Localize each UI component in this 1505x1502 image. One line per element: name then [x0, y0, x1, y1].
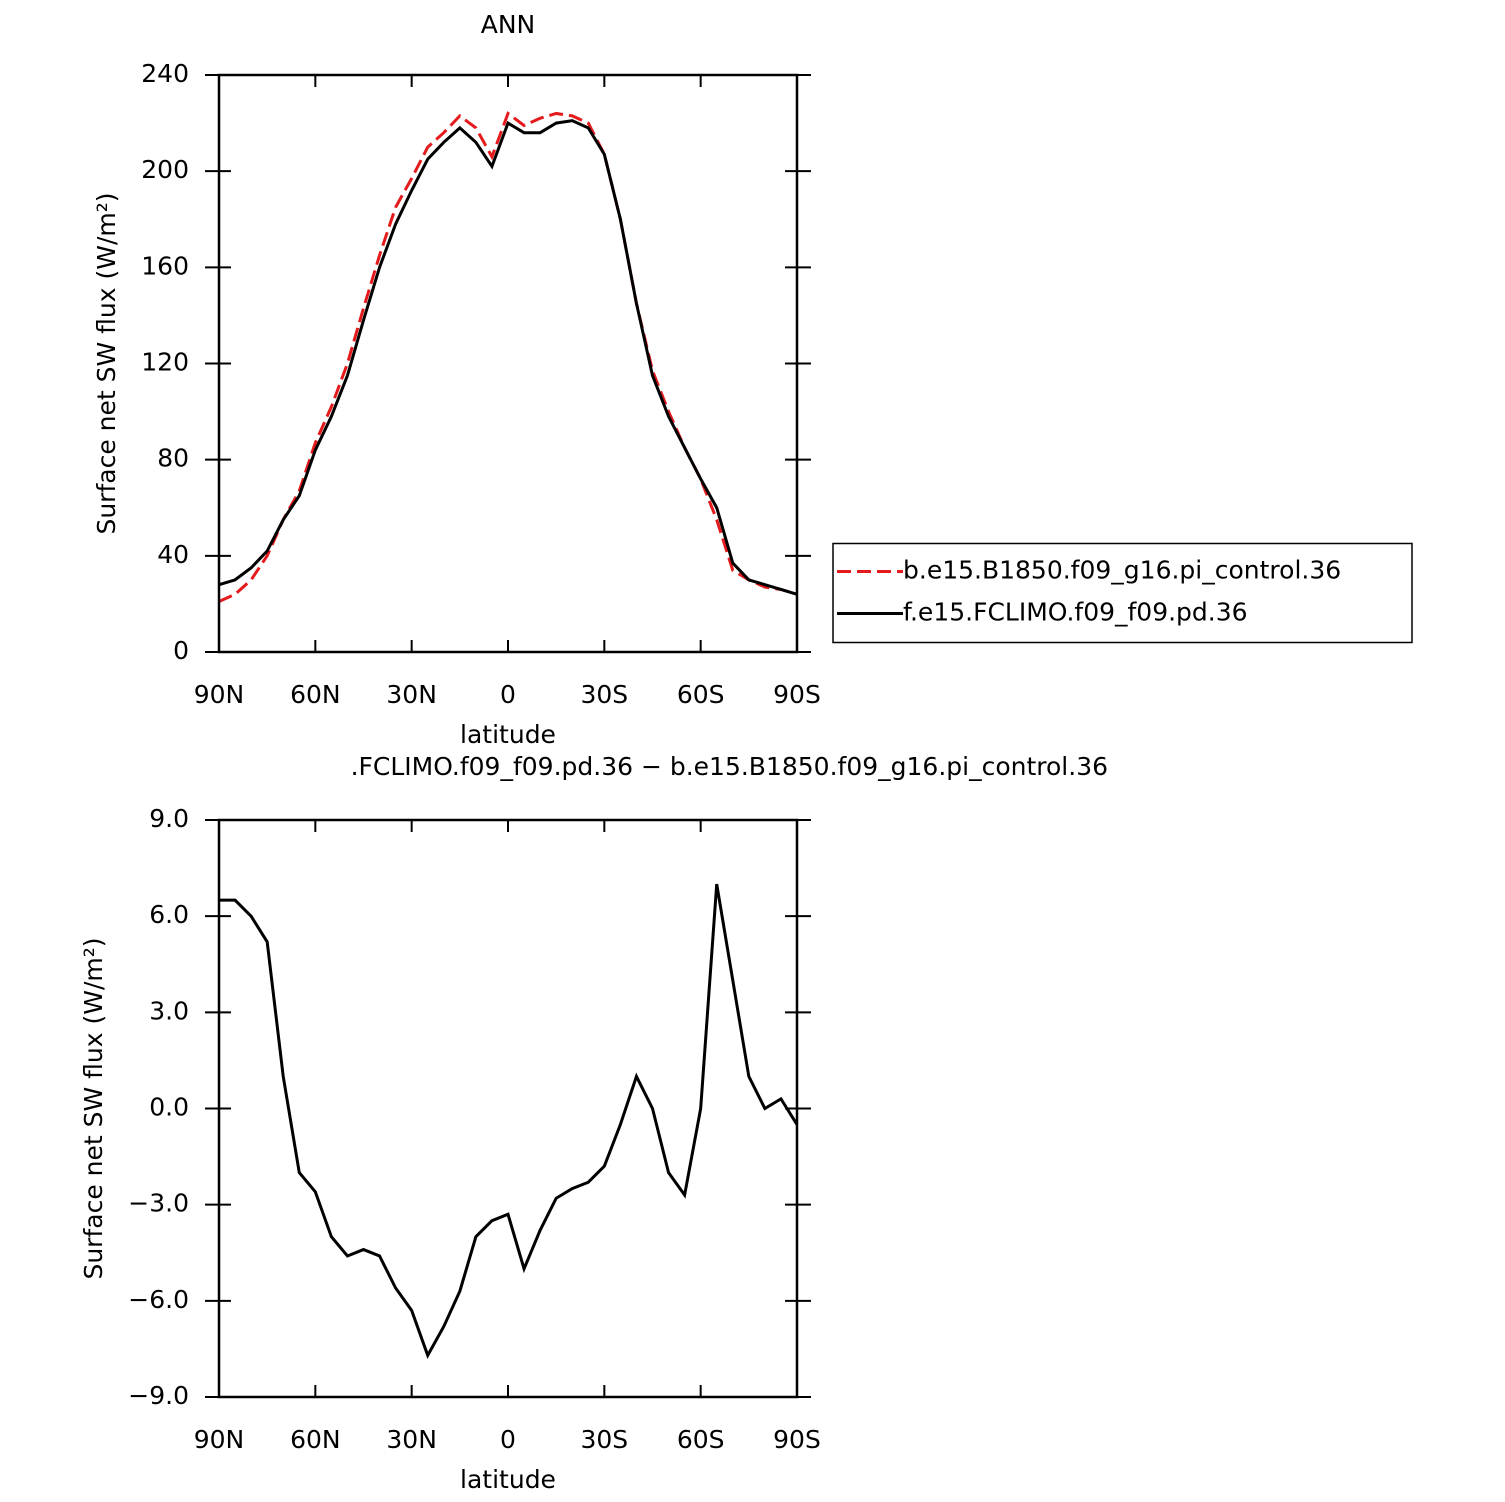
legend-label: b.e15.B1850.f09_g16.pi_control.36 — [903, 556, 1341, 585]
x-tick-label: 0 — [500, 1425, 516, 1454]
y-tick-label: 80 — [157, 444, 189, 473]
y-tick-label: 0.0 — [149, 1093, 189, 1122]
y-tick-label: 200 — [141, 155, 189, 184]
chart-title: ANN — [481, 10, 536, 39]
x-tick-label: 60S — [677, 680, 725, 709]
x-axis-label: latitude — [460, 1465, 556, 1494]
x-tick-label: 60N — [290, 680, 341, 709]
y-tick-label: −6.0 — [128, 1285, 189, 1314]
x-tick-label: 30N — [386, 680, 437, 709]
x-tick-label: 60S — [677, 1425, 725, 1454]
x-tick-label: 90N — [194, 1425, 245, 1454]
legend-box — [832, 542, 1413, 644]
series-line — [218, 119, 798, 596]
x-tick-label: 30S — [580, 680, 628, 709]
plot-frame — [217, 73, 799, 654]
plot-frame — [217, 818, 799, 1399]
y-tick-label: 240 — [141, 59, 189, 88]
y-tick-label: 40 — [157, 540, 189, 569]
y-tick-label: 9.0 — [149, 804, 189, 833]
x-axis-label: latitude — [460, 720, 556, 749]
x-tick-label: 90S — [773, 680, 821, 709]
x-tick-label: 0 — [500, 680, 516, 709]
x-tick-label: 30S — [580, 1425, 628, 1454]
y-tick-label: 6.0 — [149, 900, 189, 929]
y-axis-label: Surface net SW flux (W/m²) — [92, 192, 121, 534]
y-tick-label: 3.0 — [149, 996, 189, 1025]
chart-title: .FCLIMO.f09_f09.pd.36 − b.e15.B1850.f09_… — [351, 752, 1108, 781]
x-tick-label: 90N — [194, 680, 245, 709]
series-line — [218, 111, 798, 603]
x-tick-label: 90S — [773, 1425, 821, 1454]
y-tick-label: 120 — [141, 348, 189, 377]
y-tick-label: 0 — [173, 636, 189, 665]
x-tick-label: 30N — [386, 1425, 437, 1454]
y-axis-label: Surface net SW flux (W/m²) — [79, 937, 108, 1279]
y-tick-label: −3.0 — [128, 1189, 189, 1218]
y-tick-label: 160 — [141, 251, 189, 280]
legend-label: f.e15.FCLIMO.f09_f09.pd.36 — [903, 598, 1248, 627]
series-line — [219, 883, 799, 1359]
x-tick-label: 60N — [290, 1425, 341, 1454]
y-tick-label: −9.0 — [128, 1381, 189, 1410]
